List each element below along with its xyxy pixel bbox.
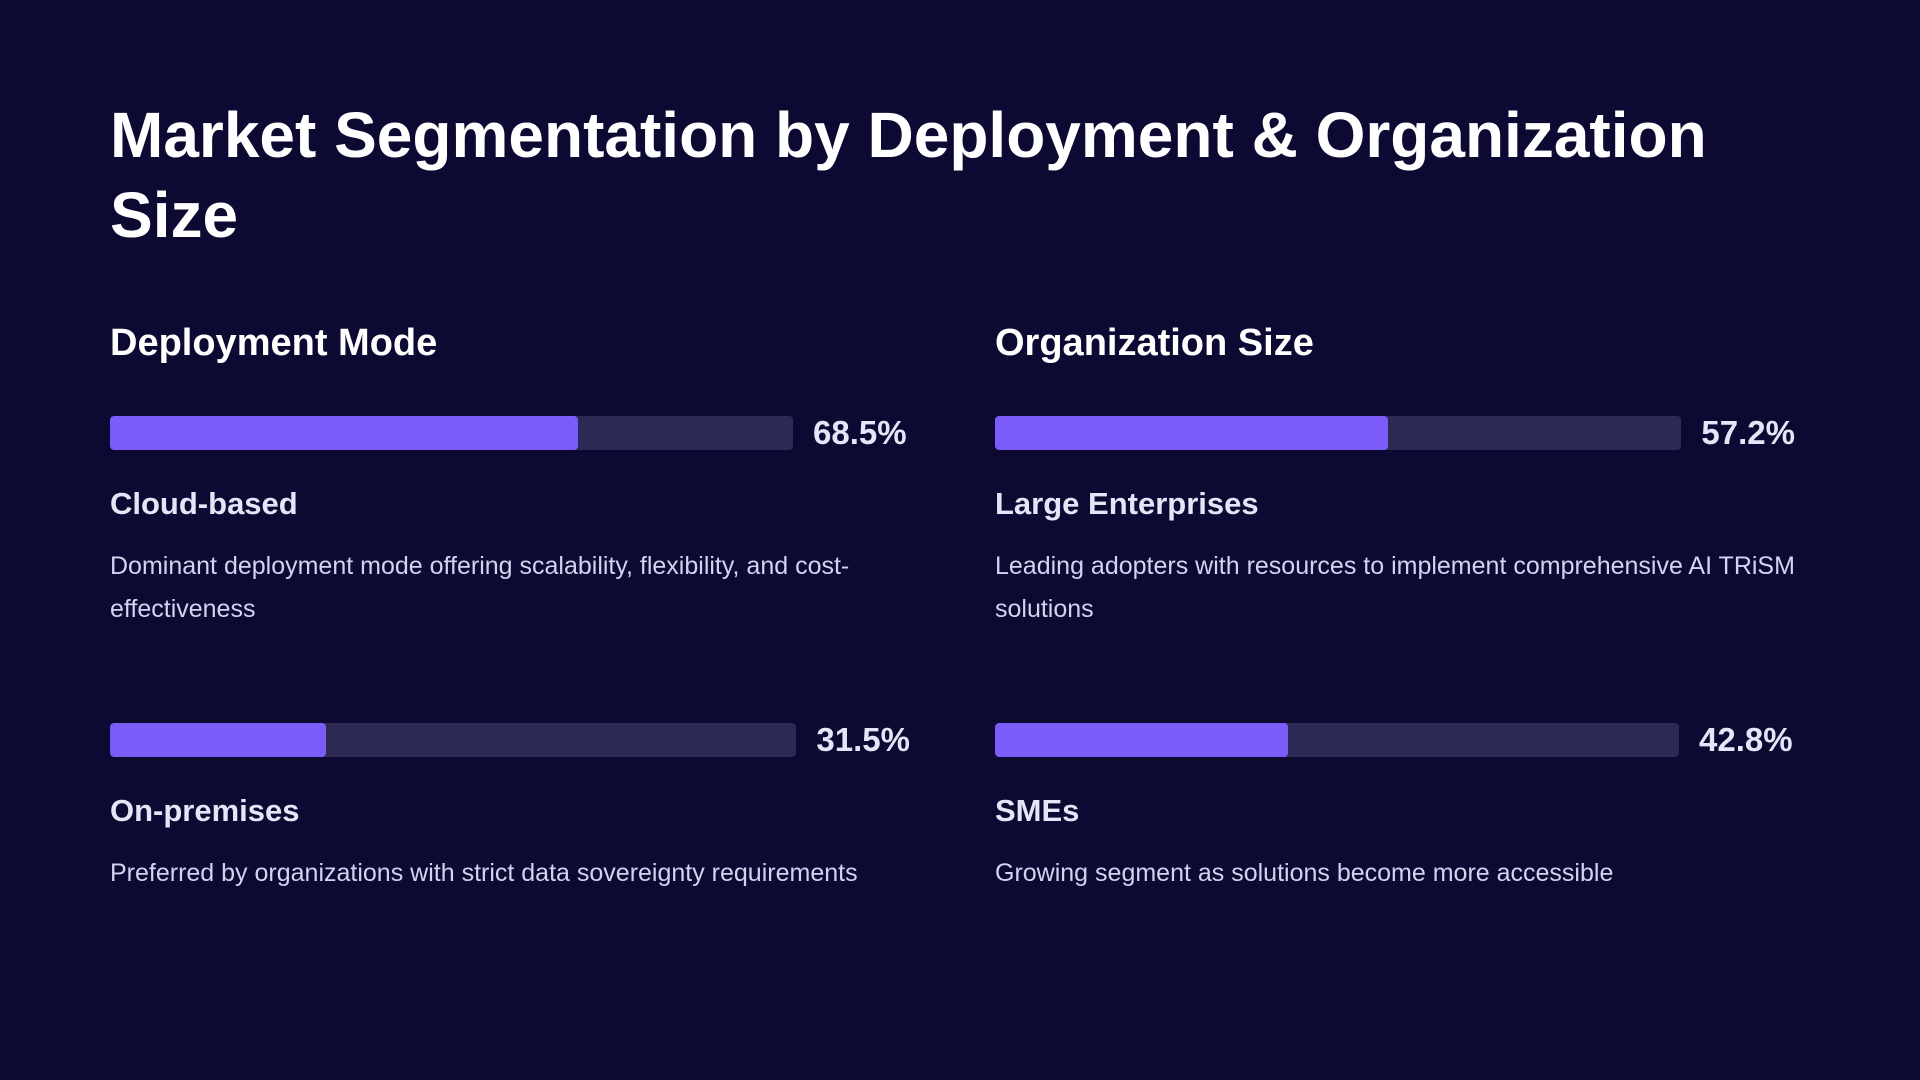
- progress-row: 42.8%: [995, 721, 1795, 758]
- progress-bar-fill: [995, 416, 1388, 450]
- percentage-value: 68.5%: [813, 414, 907, 451]
- section-title-deployment: Deployment Mode: [110, 322, 438, 364]
- progress-bar-track: [110, 723, 797, 757]
- segment-item-smes: 42.8% SMEs Growing segment as solutions …: [995, 721, 1795, 895]
- segment-description: Growing segment as solutions become more…: [995, 859, 1614, 887]
- progress-bar-track: [995, 723, 1679, 757]
- page-title: Market Segmentation by Deployment & Orga…: [110, 99, 1707, 251]
- progress-bar-fill: [110, 723, 327, 757]
- slide: Market Segmentation by Deployment & Orga…: [110, 95, 1810, 887]
- segment-name: On-premises: [110, 793, 300, 828]
- segment-item-cloud-based: 68.5% Cloud-based Dominant deployment mo…: [110, 414, 910, 631]
- segment-description: Dominant deployment mode offering scalab…: [110, 552, 850, 623]
- segment-name: Large Enterprises: [995, 486, 1259, 521]
- segment-item-on-premises: 31.5% On-premises Preferred by organizat…: [110, 721, 910, 895]
- progress-bar-track: [995, 416, 1682, 450]
- segment-description: Leading adopters with resources to imple…: [995, 552, 1795, 623]
- progress-bar-fill: [995, 723, 1288, 757]
- section-title-organization: Organization Size: [995, 322, 1314, 364]
- progress-row: 31.5%: [110, 721, 910, 758]
- progress-row: 57.2%: [995, 414, 1795, 451]
- deployment-mode-section: Deployment Mode 68.5% Cloud-based Domina…: [110, 320, 910, 887]
- percentage-value: 57.2%: [1701, 414, 1795, 451]
- segment-item-large-enterprises: 57.2% Large Enterprises Leading adopters…: [995, 414, 1795, 631]
- segment-description: Preferred by organizations with strict d…: [110, 859, 858, 887]
- progress-bar-fill: [110, 416, 578, 450]
- segment-name: SMEs: [995, 793, 1080, 828]
- progress-row: 68.5%: [110, 414, 910, 451]
- progress-bar-track: [110, 416, 793, 450]
- percentage-value: 42.8%: [1699, 721, 1793, 758]
- organization-size-section: Organization Size 57.2% Large Enterprise…: [995, 320, 1795, 887]
- percentage-value: 31.5%: [816, 721, 910, 758]
- segment-name: Cloud-based: [110, 486, 298, 521]
